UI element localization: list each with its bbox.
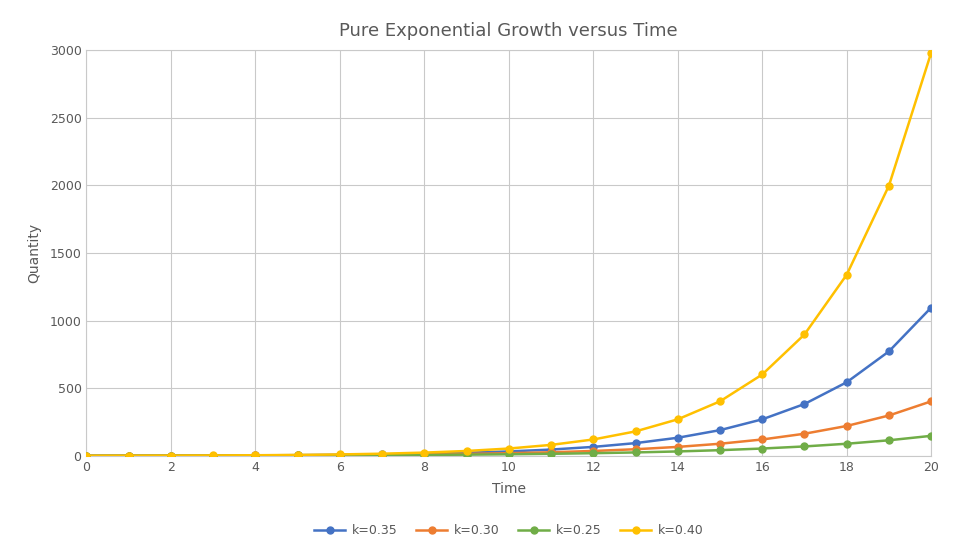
k=0.30 (756, 436, 768, 443)
k=0.25 (334, 452, 346, 459)
k=0.40 (799, 331, 810, 338)
k=0.35 (123, 453, 134, 459)
k=0.25 (925, 433, 937, 439)
k=0.25 (461, 451, 472, 458)
k=0.25 (756, 445, 768, 452)
k=0.35 (925, 304, 937, 311)
k=0.30 (925, 398, 937, 405)
k=0.40 (630, 428, 641, 435)
k=0.35 (714, 427, 726, 434)
k=0.40 (419, 449, 430, 456)
k=0.35 (630, 440, 641, 446)
X-axis label: Time: Time (492, 482, 526, 496)
k=0.35 (165, 453, 177, 459)
k=0.40 (588, 436, 599, 443)
k=0.35 (545, 446, 557, 453)
k=0.30 (714, 440, 726, 447)
Line: k=0.25: k=0.25 (83, 433, 935, 459)
k=0.25 (292, 452, 303, 459)
k=0.40 (503, 445, 515, 452)
k=0.40 (376, 450, 388, 457)
k=0.25 (250, 452, 261, 459)
k=0.35 (81, 453, 92, 459)
Line: k=0.40: k=0.40 (83, 49, 935, 459)
k=0.35 (756, 416, 768, 423)
k=0.40 (461, 448, 472, 454)
k=0.35 (883, 348, 895, 355)
k=0.35 (503, 448, 515, 455)
k=0.35 (799, 401, 810, 408)
k=0.30 (461, 450, 472, 457)
k=0.30 (630, 446, 641, 453)
k=0.30 (799, 430, 810, 437)
k=0.25 (376, 452, 388, 459)
k=0.30 (334, 452, 346, 459)
k=0.35 (292, 452, 303, 459)
Legend: k=0.35, k=0.30, k=0.25, k=0.40: k=0.35, k=0.30, k=0.25, k=0.40 (309, 519, 708, 542)
k=0.35 (334, 451, 346, 458)
k=0.30 (292, 452, 303, 459)
k=0.35 (376, 451, 388, 458)
k=0.40 (123, 453, 134, 459)
k=0.30 (81, 453, 92, 459)
k=0.35 (588, 444, 599, 450)
k=0.25 (841, 440, 852, 447)
k=0.30 (883, 412, 895, 419)
k=0.35 (250, 452, 261, 459)
k=0.30 (207, 452, 219, 459)
k=0.25 (207, 452, 219, 459)
k=0.25 (630, 449, 641, 456)
k=0.30 (672, 444, 684, 450)
k=0.25 (123, 453, 134, 459)
k=0.40 (841, 271, 852, 278)
k=0.30 (250, 452, 261, 459)
Title: Pure Exponential Growth versus Time: Pure Exponential Growth versus Time (340, 22, 678, 40)
k=0.30 (503, 450, 515, 456)
k=0.35 (672, 434, 684, 441)
k=0.40 (250, 452, 261, 459)
k=0.35 (419, 450, 430, 457)
k=0.25 (545, 450, 557, 457)
k=0.30 (588, 448, 599, 454)
k=0.40 (165, 452, 177, 459)
k=0.25 (672, 448, 684, 455)
k=0.35 (461, 449, 472, 456)
k=0.25 (81, 453, 92, 459)
k=0.40 (925, 49, 937, 56)
k=0.30 (376, 451, 388, 458)
Y-axis label: Quantity: Quantity (27, 223, 41, 283)
k=0.30 (841, 423, 852, 429)
k=0.30 (545, 449, 557, 455)
k=0.40 (714, 398, 726, 405)
k=0.40 (545, 441, 557, 448)
Line: k=0.30: k=0.30 (83, 398, 935, 459)
k=0.30 (419, 451, 430, 458)
k=0.40 (292, 451, 303, 458)
k=0.25 (588, 450, 599, 456)
k=0.35 (207, 452, 219, 459)
Line: k=0.35: k=0.35 (83, 304, 935, 459)
k=0.25 (714, 447, 726, 454)
k=0.40 (672, 416, 684, 423)
k=0.35 (841, 379, 852, 385)
k=0.40 (756, 371, 768, 378)
k=0.25 (799, 443, 810, 450)
k=0.40 (81, 453, 92, 459)
k=0.25 (503, 451, 515, 458)
k=0.25 (165, 453, 177, 459)
k=0.25 (883, 437, 895, 444)
k=0.40 (883, 182, 895, 189)
k=0.30 (165, 453, 177, 459)
k=0.40 (207, 452, 219, 459)
k=0.40 (334, 451, 346, 458)
k=0.30 (123, 453, 134, 459)
k=0.25 (419, 451, 430, 458)
